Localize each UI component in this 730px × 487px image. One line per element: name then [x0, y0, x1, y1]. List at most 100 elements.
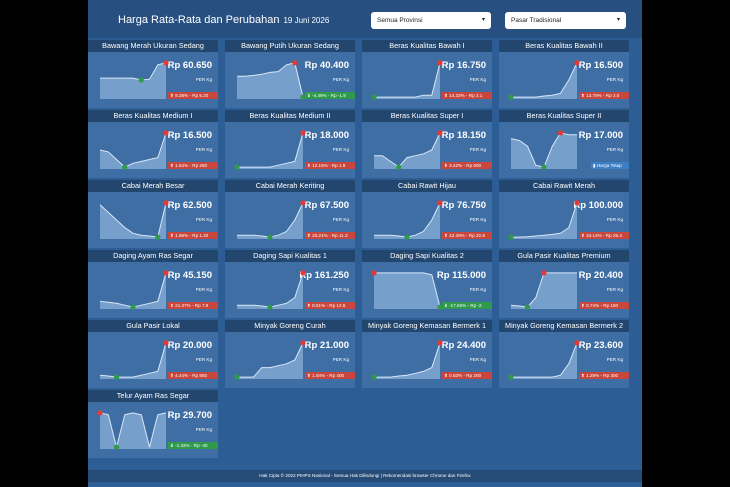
change-badge: ⬆ 8.51% - Rp 12.6 — [305, 302, 355, 309]
commodity-card[interactable]: Minyak Goreng Curah Rp 21.000 PER Kg ⬆ 1.94… — [225, 320, 355, 388]
commodity-card[interactable]: Beras Kualitas Super I Rp 18.150 PER Kg ⬆ 3… — [362, 110, 492, 178]
change-text: 4.44% - Rp 850 — [175, 373, 208, 378]
commodity-card[interactable]: Beras Kualitas Bawah II Rp 16.500 PER Kg ⬆ … — [499, 40, 629, 108]
commodity-card[interactable]: Bawang Putih Ukuran Sedang Rp 40.400 PER K… — [225, 40, 355, 108]
max-price-marker — [163, 200, 169, 206]
commodity-card[interactable]: Daging Ayam Ras Segar Rp 45.150 PER Kg ⬆ 21… — [88, 250, 218, 318]
price-sparkline — [234, 340, 306, 380]
min-price-marker — [234, 164, 240, 170]
price-unit: PER Kg — [606, 147, 623, 152]
commodity-price: Rp 16.750 — [441, 60, 486, 71]
change-badge: ⬆ 3.42% - Rp 600 — [442, 162, 492, 169]
arrow-up-icon: ⬆ — [170, 373, 176, 378]
arrow-up-icon: ⬆ — [307, 303, 313, 308]
commodity-card[interactable]: Beras Kualitas Medium I Rp 16.500 PER Kg ⬆ … — [88, 110, 218, 178]
min-price-marker — [371, 374, 377, 380]
commodity-name: Cabai Rawit Hijau — [362, 180, 492, 192]
change-badge: ⬇ -4.49% - Rp -1.9 — [305, 92, 355, 99]
price-sparkline — [371, 340, 443, 380]
max-price-marker — [163, 270, 169, 276]
sparkline-line — [99, 272, 167, 308]
max-price-marker — [574, 340, 580, 346]
commodity-card[interactable]: Cabai Rawit Hijau Rp 76.750 PER Kg ⬆ 42.39%… — [362, 180, 492, 248]
commodity-card[interactable]: Bawang Merah Ukuran Sedang Rp 60.650 PER K… — [88, 40, 218, 108]
arrow-up-icon: ⬆ — [581, 373, 587, 378]
commodity-name: Telur Ayam Ras Segar — [88, 390, 218, 402]
commodity-card[interactable]: Cabai Merah Besar Rp 62.500 PER Kg ⬆ 1.96% … — [88, 180, 218, 248]
price-sparkline — [508, 200, 580, 240]
min-price-marker — [234, 374, 240, 380]
commodity-card[interactable]: Cabai Rawit Merah Rp 100.000 PER Kg ⬆ 34.14… — [499, 180, 629, 248]
chevron-down-icon: ▾ — [481, 17, 485, 23]
max-price-marker — [300, 200, 306, 206]
arrow-up-icon: ⬆ — [444, 163, 450, 168]
commodity-price: Rp 17.000 — [578, 130, 623, 141]
commodity-card[interactable]: Minyak Goreng Kemasan Bermerk 1 Rp 24.400… — [362, 320, 492, 388]
commodity-card[interactable]: Beras Kualitas Medium II Rp 18.000 PER Kg ⬆… — [225, 110, 355, 178]
sparkline-area — [511, 62, 577, 99]
price-sparkline — [234, 130, 306, 170]
change-text: 34.14% - Rp 25.4 — [586, 233, 622, 238]
commodity-name: Cabai Rawit Merah — [499, 180, 629, 192]
commodity-price: Rp 18.150 — [441, 130, 486, 141]
commodity-card[interactable]: Telur Ayam Ras Segar Rp 29.700 PER Kg ⬇ -1.… — [88, 390, 218, 458]
max-price-marker — [574, 200, 580, 206]
commodity-card[interactable]: Gula Pasir Lokal Rp 20.000 PER Kg ⬆ 4.44% -… — [88, 320, 218, 388]
commodity-name: Beras Kualitas Super I — [362, 110, 492, 122]
price-unit: PER Kg — [606, 217, 623, 222]
change-badge: ⬆ 42.39% - Rp 22.8 — [442, 232, 492, 239]
arrow-up-icon: ⬆ — [307, 163, 313, 168]
commodity-card[interactable]: Beras Kualitas Bawah I Rp 16.750 PER Kg ⬆ 1… — [362, 40, 492, 108]
change-badge: ⬆ 12.15% - Rp 1.9 — [305, 162, 355, 169]
arrow-up-icon: ⬆ — [581, 303, 587, 308]
province-select[interactable]: Semua Provinsi ▾ — [371, 12, 491, 29]
max-price-marker — [437, 200, 443, 206]
min-price-marker — [300, 94, 306, 100]
sparkline-line — [374, 62, 441, 98]
change-badge: ⬆ 0.74% - Rp 150 — [579, 302, 629, 309]
price-sparkline — [371, 270, 443, 310]
commodity-card[interactable]: Gula Pasir Kualitas Premium Rp 20.400 PER … — [499, 250, 629, 318]
max-price-marker — [437, 340, 443, 346]
sparkline-area — [100, 202, 166, 239]
price-unit: PER Kg — [332, 147, 349, 152]
sparkline-area — [237, 272, 303, 309]
commodity-card[interactable]: Daging Sapi Kualitas 1 Rp 161.250 PER Kg ⬆ … — [225, 250, 355, 318]
commodity-price: Rp 62.500 — [167, 200, 212, 211]
app-window: Harga Rata-Rata dan Perubahan 19 Juni 202… — [88, 0, 642, 487]
arrow-up-icon: ⬆ — [170, 303, 176, 308]
change-badge: ⬆ 21.37% - Rp 7.9 — [168, 302, 218, 309]
sparkline-area — [100, 412, 166, 449]
change-badge: ⬆ 14.33% - Rp 2.1 — [442, 92, 492, 99]
market-select[interactable]: Pasar Tradisional ▾ — [505, 12, 626, 29]
change-text: 1.29% - Rp 300 — [586, 373, 619, 378]
commodity-card[interactable]: Beras Kualitas Super II Rp 17.000 PER Kg ▮ … — [499, 110, 629, 178]
sparkline-area — [511, 202, 577, 239]
arrow-down-icon: ⬇ — [444, 303, 450, 308]
commodity-price: Rp 76.750 — [441, 200, 486, 211]
commodity-card[interactable]: Minyak Goreng Kemasan Bermerk 2 Rp 23.600… — [499, 320, 629, 388]
commodity-price: Rp 40.400 — [304, 60, 349, 71]
max-price-marker — [292, 60, 298, 66]
max-price-marker — [437, 130, 443, 136]
commodity-price: Rp 16.500 — [578, 60, 623, 71]
price-unit: PER Kg — [332, 287, 349, 292]
change-badge: ⬇ -1.33% - Rp -40 — [168, 442, 218, 449]
sparkline-line — [99, 342, 167, 378]
commodity-card[interactable]: Daging Sapi Kualitas 2 Rp 115.000 PER Kg ⬇ … — [362, 250, 492, 318]
sparkline-area — [237, 132, 303, 169]
commodity-card[interactable]: Cabai Merah Keriting Rp 67.500 PER Kg ⬆ 20.… — [225, 180, 355, 248]
page-date: 19 Juni 2026 — [283, 16, 330, 25]
arrow-up-icon: ⬆ — [170, 93, 176, 98]
price-sparkline — [99, 130, 169, 170]
sparkline-area — [374, 342, 440, 379]
price-sparkline — [100, 60, 169, 99]
min-price-marker — [396, 164, 402, 170]
min-price-marker — [138, 77, 144, 83]
max-price-marker — [371, 270, 377, 276]
min-price-marker — [113, 374, 120, 380]
change-badge: ⬆ 1.54% - Rp 250 — [168, 162, 218, 169]
price-unit: PER Kg — [332, 357, 349, 362]
max-price-marker — [97, 410, 103, 416]
change-text: 1.94% - Rp 400 — [312, 373, 345, 378]
